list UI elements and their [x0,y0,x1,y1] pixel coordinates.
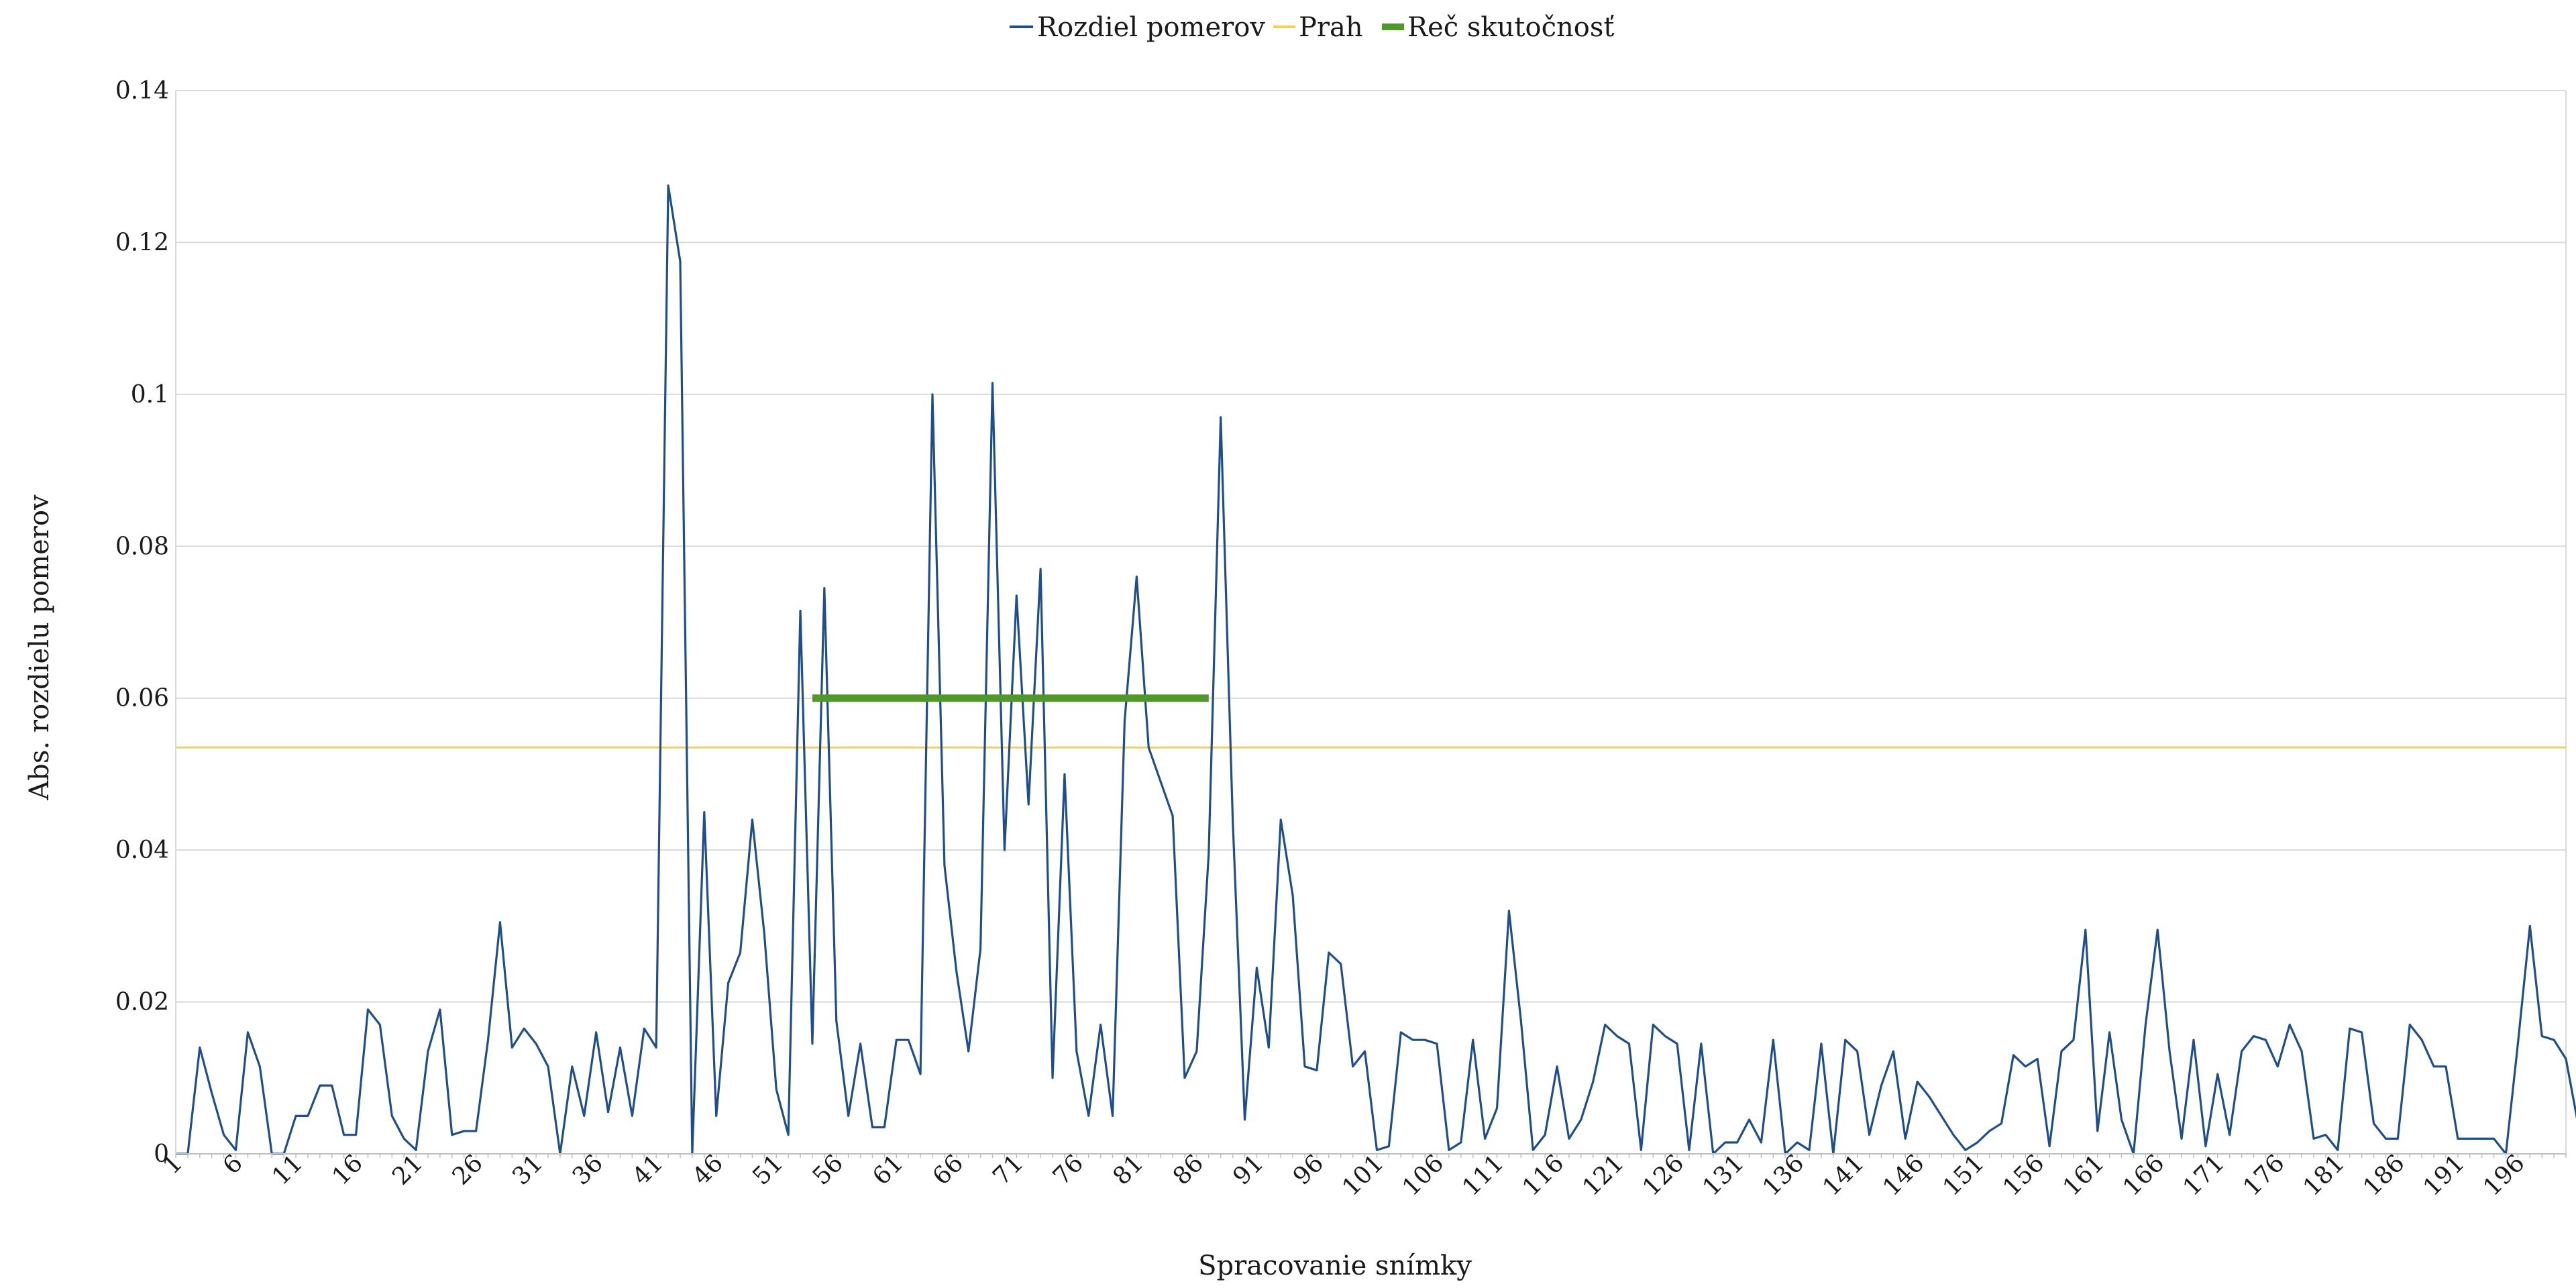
y-axis: 0 0.02 0.04 0.06 0.08 0.1 0.12 0.14 [115,77,176,1168]
x-tick-label: 91 [1228,1149,1269,1190]
x-tick-label: 81 [1108,1149,1148,1190]
y-tick-label: 0.06 [115,685,169,712]
x-tick-label: 76 [1048,1149,1089,1190]
x-tick-label: 171 [2178,1149,2231,1201]
x-tick-label: 191 [2418,1149,2471,1201]
series-layer [176,184,2576,1155]
x-tick-label: 21 [387,1149,428,1190]
x-tick-label: 46 [688,1149,729,1190]
y-tick-label: 0.12 [115,229,169,256]
legend-label-prah: Prah [1299,12,1363,43]
x-tick-label: 166 [2118,1149,2170,1201]
series-rozdiel-pomerov-line [176,184,2576,1155]
x-tick-label: 151 [1937,1149,1990,1201]
x-tick-label: 196 [2478,1149,2530,1201]
x-tick-label: 106 [1397,1149,1450,1201]
x-tick-label: 71 [987,1149,1028,1190]
x-tick-label: 56 [808,1149,849,1190]
grid-lines [176,90,2567,1155]
y-tick-label: 0.02 [115,989,169,1016]
x-tick-label: 101 [1337,1149,1389,1201]
x-tick-label: 96 [1288,1149,1329,1190]
x-tick-label: 116 [1517,1149,1570,1201]
y-tick-label: 0.14 [115,77,169,105]
x-tick-label: 51 [747,1149,788,1190]
legend-label-rozdiel-pomerov: Rozdiel pomerov [1037,12,1265,43]
x-tick-label: 176 [2238,1149,2290,1201]
legend: Rozdiel pomerov Prah Reč skutočnosť [1010,12,1614,43]
x-tick-label: 121 [1577,1149,1629,1201]
y-tick-label: 0.08 [115,533,169,560]
x-tick-label: 26 [447,1149,488,1190]
y-tick-label: 0.1 [131,381,169,409]
x-axis: 1 6 11 16 21 26 31 36 41 46 51 56 61 66 71 76 81 86 91 96 10… [158,1149,2567,1201]
x-tick-label: 156 [1998,1149,2050,1201]
x-tick-label: 66 [928,1149,969,1190]
x-tick-label: 141 [1817,1149,1870,1201]
x-tick-label: 186 [2358,1149,2410,1201]
x-tick-label: 131 [1697,1149,1750,1201]
legend-label-rec-skutocnost: Reč skutočnosť [1407,12,1614,43]
x-tick-label: 146 [1878,1149,1930,1201]
x-axis-title: Spracovanie snímky [1198,1250,1472,1281]
x-tick-label: 111 [1457,1149,1509,1201]
x-tick-label: 11 [267,1149,308,1190]
x-tick-label: 61 [867,1149,908,1190]
x-tick-label: 41 [627,1149,668,1190]
x-tick-label: 161 [2058,1149,2110,1201]
x-tick-label: 126 [1638,1149,1690,1201]
x-tick-label: 86 [1168,1149,1209,1190]
y-axis-title: Abs. rozdielu pomerov [24,494,55,801]
x-tick-label: 136 [1758,1149,1810,1201]
x-tick-label: 181 [2298,1149,2351,1201]
x-tick-label: 31 [507,1149,548,1190]
y-tick-label: 0 [154,1140,169,1168]
x-tick-label: 36 [568,1149,608,1190]
x-tick-label: 16 [327,1149,368,1190]
y-tick-label: 0.04 [115,837,169,864]
